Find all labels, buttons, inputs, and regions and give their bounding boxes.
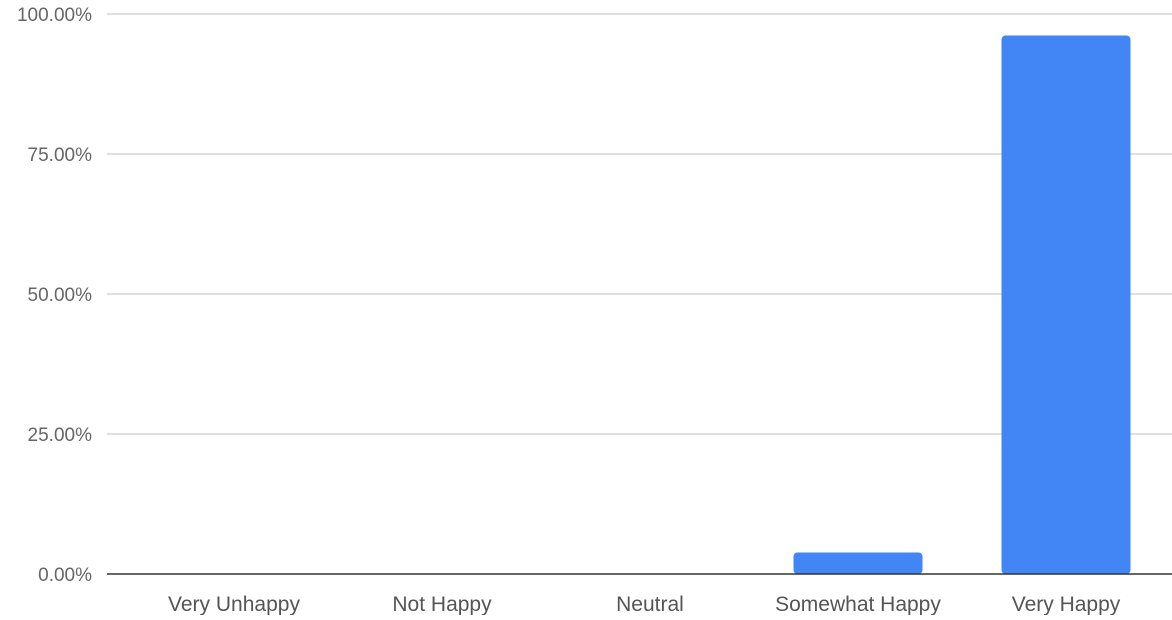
y-tick-label: 100.00% <box>17 5 92 26</box>
y-tick-label: 0.00% <box>38 565 92 586</box>
x-tick-label: Not Happy <box>392 593 492 615</box>
y-tick-label: 50.00% <box>28 285 93 306</box>
gridlines <box>107 13 1172 435</box>
y-axis-tick-labels: 0.00% 25.00% 50.00% 75.00% 100.00% <box>17 5 92 586</box>
bar <box>1001 35 1131 575</box>
x-tick-label: Very Happy <box>1012 593 1121 615</box>
bars <box>793 35 1131 575</box>
x-tick-label: Very Unhappy <box>168 593 300 615</box>
bar <box>793 552 923 574</box>
y-tick-label: 75.00% <box>28 145 93 166</box>
x-tick-label: Neutral <box>616 593 684 615</box>
y-tick-label: 25.00% <box>28 425 93 446</box>
x-tick-label: Somewhat Happy <box>775 593 941 615</box>
x-axis-tick-labels: Very Unhappy Not Happy Neutral Somewhat Hap… <box>168 593 1121 616</box>
